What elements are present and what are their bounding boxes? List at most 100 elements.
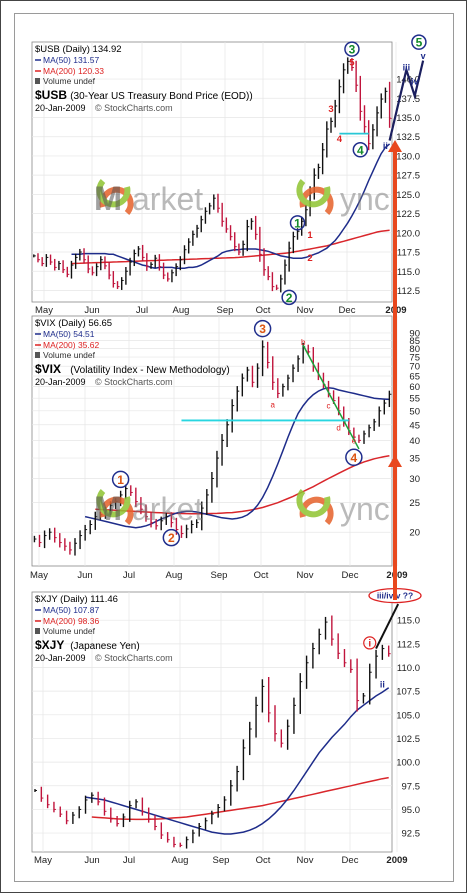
- y-tick-label: 40: [409, 436, 420, 447]
- x-tick-label: May: [30, 570, 48, 581]
- volume-legend-swatch: [35, 352, 40, 358]
- wave-label: 3: [349, 43, 356, 57]
- y-tick-label: 117.5: [397, 248, 420, 259]
- y-tick-label: 97.5: [402, 781, 421, 792]
- wave-label: v: [421, 51, 426, 61]
- y-tick-label: 105.0: [396, 710, 420, 721]
- wave-label: e: [352, 436, 357, 445]
- y-tick-label: 112.5: [397, 286, 420, 297]
- chart-description: (Japanese Yen): [70, 641, 140, 652]
- volume-legend-swatch: [35, 628, 40, 634]
- y-tick-label: 122.5: [396, 209, 420, 220]
- watermark-text-m: M: [94, 180, 122, 218]
- chart-description: (30-Year US Treasury Bond Price (EOD)): [70, 91, 252, 102]
- chart-name: $VIX: [35, 362, 61, 376]
- ma200-legend-label: MA(200) 120.33: [43, 66, 104, 76]
- y-tick-label: 65: [409, 372, 420, 383]
- y-tick-label: 45: [409, 420, 420, 431]
- y-tick-label: 132.5: [396, 132, 420, 143]
- wave-label: 4: [357, 143, 364, 157]
- wave-label-circle: [363, 636, 377, 650]
- wave-label-circle: [352, 142, 369, 158]
- logo-swirl-green: [96, 178, 131, 208]
- wave-label: ii: [383, 141, 388, 151]
- x-tick-label: Jul: [123, 855, 135, 866]
- big-arrow-head: [388, 140, 402, 152]
- wave-label: 3: [259, 322, 266, 336]
- y-tick-label: 100.0: [396, 758, 420, 769]
- wave-label-circle: [162, 528, 181, 547]
- wave-label: b: [301, 338, 306, 347]
- y-tick-label: 95.0: [402, 805, 421, 816]
- ma200-line: [91, 776, 389, 821]
- y-tick-label: 35: [409, 454, 420, 465]
- volume-legend-label: Volume undef: [43, 350, 96, 360]
- wave-label-circle: [344, 41, 360, 57]
- chart-symbol-line: $XJY (Daily) 111.46: [35, 594, 118, 605]
- watermark-text-market: arket: [132, 181, 203, 217]
- chart-name: $USB: [35, 88, 67, 102]
- wave-label: iii: [403, 63, 411, 73]
- wave-label: 1: [307, 230, 313, 241]
- x-tick-label: Dec: [342, 855, 359, 866]
- chart-panel-usb: 112.5 115.0 117.5 120.0 122.5 125.0 127.5 130.0…: [31, 34, 427, 316]
- y-tick-label: 107.5: [396, 687, 420, 698]
- y-tick-label: 115.0: [397, 267, 420, 278]
- wave-label: 3: [328, 104, 333, 115]
- market-logo-icon: [96, 178, 134, 216]
- y-tick-label: 30: [409, 474, 420, 485]
- x-tick-label: Nov: [297, 855, 314, 866]
- y-tick-label: 120.0: [396, 228, 420, 239]
- x-tick-label: Oct: [254, 570, 269, 581]
- chart-date: 20-Jan-2009: [35, 653, 86, 663]
- y-tick-label: 125.0: [396, 190, 420, 201]
- y-tick-label: 20: [409, 528, 420, 539]
- chart-name: $XJY: [35, 638, 64, 652]
- logo-swirl-green: [296, 488, 331, 518]
- watermark-text-m: M: [94, 490, 122, 528]
- x-tick-label: Nov: [297, 570, 314, 581]
- wave-label-circle: [345, 448, 363, 467]
- chart-credit: © StockCharts.com: [95, 653, 173, 663]
- x-tick-label: Jun: [84, 855, 99, 866]
- wave-label-circle: [281, 289, 297, 306]
- chart-panel-xjy: 92.5 95.0 97.5 100.0 102.5 105.0 107.5 110.0 112…: [31, 587, 422, 866]
- wave-label-circle: [411, 34, 427, 50]
- chart-credit: © StockCharts.com: [95, 377, 173, 387]
- x-tick-label: Dec: [342, 570, 359, 581]
- y-tick-label: 85: [409, 336, 420, 347]
- chart-description: (Volatility Index - New Methodology): [70, 365, 230, 376]
- ma50-line: [85, 687, 390, 835]
- x-tick-label: Sep: [211, 570, 228, 581]
- chart-symbol-line: $VIX (Daily) 56.65: [35, 318, 112, 329]
- y-tick-label: 55: [409, 394, 420, 405]
- wave-label: 5: [416, 36, 423, 50]
- y-tick-label: 110.0: [397, 663, 420, 674]
- ma50-legend-label: MA(50) 54.51: [43, 329, 95, 339]
- x-tick-label: May: [34, 855, 52, 866]
- watermark-text-sync: ync: [340, 491, 390, 527]
- market-logo-icon: [96, 488, 134, 526]
- y-tick-label: 80: [409, 344, 420, 355]
- y-tick-label: 112.5: [397, 639, 420, 650]
- ma50-line: [71, 143, 391, 269]
- x-tick-label: Sep: [217, 305, 234, 316]
- ma200-line: [95, 454, 390, 515]
- wave-label: 2: [286, 291, 293, 305]
- volume-legend-label: Volume undef: [43, 626, 96, 636]
- y-tick-label: 115.0: [397, 616, 420, 627]
- ma50-legend-label: MA(50) 131.57: [43, 55, 99, 65]
- x-tick-label: Jun: [77, 570, 92, 581]
- chart-credit: © StockCharts.com: [95, 103, 173, 113]
- big-arrow-head: [388, 455, 402, 467]
- y-tick-label: 127.5: [396, 171, 420, 182]
- wave-label: 4: [337, 134, 343, 145]
- y-tick-label: 25: [409, 498, 420, 509]
- forecast-path: [388, 60, 425, 141]
- wave-label: 5: [349, 58, 355, 69]
- ma200-line: [71, 229, 390, 265]
- x-tick-label: Jun: [84, 305, 99, 316]
- downtrend-line: [302, 344, 360, 450]
